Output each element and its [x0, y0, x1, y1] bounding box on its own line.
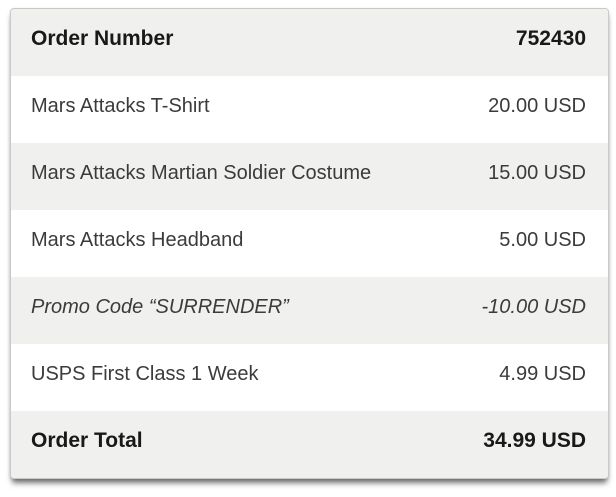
item-price: 5.00 USD — [499, 229, 586, 251]
line-item-row: Mars Attacks Martian Soldier Costume 15.… — [11, 143, 608, 210]
item-name: Mars Attacks T-Shirt — [31, 95, 210, 117]
item-price: 20.00 USD — [488, 95, 586, 117]
shipping-price: 4.99 USD — [499, 363, 586, 385]
order-number-value: 752430 — [515, 27, 586, 50]
shipping-method-label: USPS First Class 1 Week — [31, 363, 259, 385]
promo-code-label: Promo Code “SURRENDER” — [31, 296, 289, 318]
line-item-row: Mars Attacks Headband 5.00 USD — [11, 210, 608, 277]
promo-code-row: Promo Code “SURRENDER” -10.00 USD — [11, 277, 608, 344]
shipping-row: USPS First Class 1 Week 4.99 USD — [11, 344, 608, 411]
item-price: 15.00 USD — [488, 162, 586, 184]
order-number-label: Order Number — [31, 27, 174, 50]
order-total-value: 34.99 USD — [483, 429, 586, 452]
order-total-row: Order Total 34.99 USD — [11, 411, 608, 478]
item-name: Mars Attacks Headband — [31, 229, 244, 251]
promo-discount-value: -10.00 USD — [481, 296, 587, 318]
item-name: Mars Attacks Martian Soldier Costume — [31, 162, 372, 184]
line-item-row: Mars Attacks T-Shirt 20.00 USD — [11, 76, 608, 143]
order-total-label: Order Total — [31, 429, 143, 452]
order-summary-table: Order Number 752430 Mars Attacks T-Shirt… — [10, 8, 609, 479]
order-number-row: Order Number 752430 — [11, 9, 608, 76]
